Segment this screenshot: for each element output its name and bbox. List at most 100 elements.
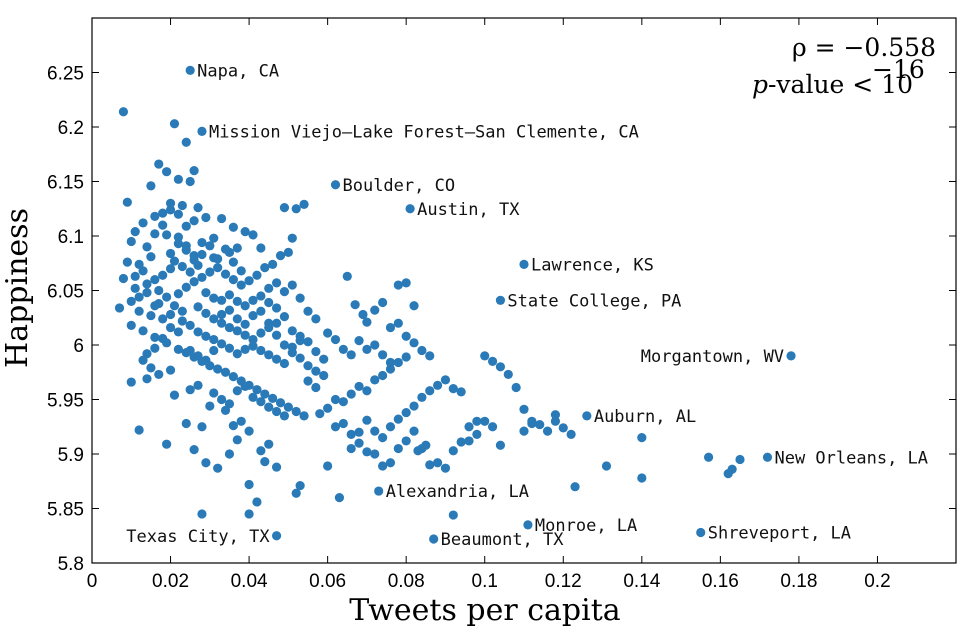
data-point [224,305,235,315]
data-point [456,437,466,447]
data-point [232,314,242,324]
data-point [181,418,191,429]
data-point [495,440,506,450]
point-label: Lawrence, KS [531,255,654,275]
point-label: Beaumont, TX [441,530,565,550]
data-point [535,419,545,430]
data-point [252,270,262,280]
x-tick-label: 0.1 [472,571,498,592]
y-tick-label: 5.95 [47,391,84,412]
data-point [197,272,207,283]
data-point [173,209,183,219]
data-point [271,318,282,328]
data-point [228,275,238,285]
x-tick-label: 0.14 [623,571,660,592]
data-point [287,326,297,336]
data-point [154,369,164,380]
data-point [138,218,148,228]
data-point [558,423,568,433]
data-point [193,351,203,361]
data-point [401,331,411,341]
data-point [197,509,207,519]
data-point [122,197,132,207]
data-point [224,343,235,353]
point-label: Morgantown, WV [641,347,784,367]
data-point [566,429,576,439]
data-point [220,367,231,377]
data-point [464,436,474,446]
data-point [150,229,160,239]
data-point [354,438,364,448]
data-point [118,107,129,117]
data-point [169,390,180,400]
data-point [456,387,466,397]
data-point [550,416,561,426]
data-point [385,422,396,432]
data-point [209,388,219,398]
data-point [126,377,136,387]
data-point [472,429,482,439]
data-point [417,392,427,402]
labeled-data-point [429,534,439,544]
data-point [378,297,388,308]
data-point [165,365,176,375]
data-point [342,271,352,281]
data-point [138,266,148,276]
data-point [275,398,286,408]
data-point [315,409,325,419]
data-point [393,280,403,290]
data-point [354,381,364,392]
data-point [205,267,215,277]
data-point [244,509,254,519]
data-point [275,251,286,261]
data-point [268,393,278,404]
data-point [158,208,168,218]
data-point [299,411,309,421]
data-point [236,416,246,426]
data-point [209,314,219,324]
data-point [248,230,258,240]
data-point [279,358,290,369]
data-point [256,243,266,253]
data-point [735,454,745,465]
data-point [264,318,274,328]
data-point [256,446,266,456]
data-point [236,266,246,276]
data-point [542,426,553,436]
y-axis-title: Happiness [0,208,35,368]
data-point [169,256,180,266]
data-point [350,300,360,310]
labeled-points: Napa, CA Mission Viejo–Lake Forest–San Cl… [126,61,928,550]
data-point [271,354,282,364]
data-point [185,176,195,187]
pvalue-prefix: p [752,70,768,99]
data-point [409,338,419,348]
data-point [185,345,195,356]
data-point [217,318,227,328]
data-point [346,350,356,360]
data-point [162,292,172,302]
data-point [323,403,333,413]
data-point [189,277,199,287]
data-point [409,401,419,411]
data-point [264,283,274,293]
point-label: New Orleans, LA [774,448,928,468]
data-point [385,357,396,368]
data-point [169,119,180,129]
data-point [601,461,612,471]
data-point [256,345,266,356]
data-point [421,440,431,450]
data-point [181,282,191,292]
data-point [193,327,203,337]
y-tick-label: 6.25 [47,64,84,85]
data-point [236,280,246,290]
data-point [154,285,164,296]
data-point [487,356,498,366]
data-point [162,167,172,177]
data-point [201,288,211,298]
data-point [264,402,274,412]
data-point [150,343,160,353]
pvalue-text: -value < 10 [768,70,913,99]
data-point [162,439,172,449]
